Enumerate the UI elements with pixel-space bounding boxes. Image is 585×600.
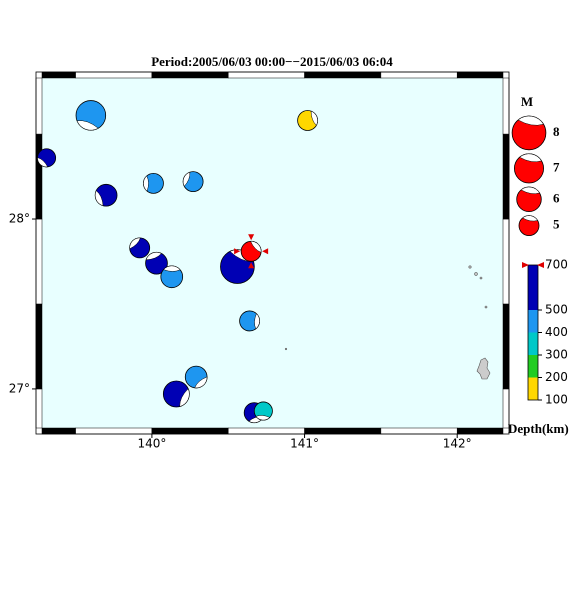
frame-segment [304, 71, 382, 79]
beachball [184, 365, 208, 389]
map: 140° 141° 142° 27° 28° [9, 71, 510, 451]
beachball-quadrant [254, 313, 260, 330]
beachball-quadrant [522, 215, 538, 222]
sea [42, 78, 503, 428]
depth-label: Depth(km) [508, 421, 569, 436]
beachball-quadrant [76, 120, 99, 131]
frame-segment [75, 427, 153, 435]
x-tick-label: 142° [443, 437, 472, 451]
beachball [160, 265, 184, 289]
beachball [518, 215, 540, 237]
frame-segment [35, 303, 43, 390]
beachball-quadrant [182, 171, 191, 187]
beachball-quadrant [179, 388, 190, 407]
beachball [239, 310, 261, 332]
frame-segment [380, 71, 458, 79]
frame-segment [151, 71, 229, 79]
depth-band [528, 377, 538, 400]
magnitude-legend-label: 5 [553, 217, 560, 232]
title: Period:2005/06/03 00:00−−2015/06/03 06:0… [151, 54, 393, 69]
frame-segment [227, 427, 305, 435]
beachball [514, 153, 545, 184]
depth-scale: 100 200 300 400 500 700 [522, 258, 568, 407]
beachball-quadrant [310, 110, 318, 126]
magnitude-legend: 8 7 6 5 [511, 115, 560, 237]
frame-segment [380, 427, 458, 435]
y-tick-label: 28° [9, 212, 30, 226]
beachball [240, 240, 262, 262]
beachball [145, 251, 168, 275]
beachball-quadrant [517, 115, 544, 126]
depth-band [528, 265, 538, 310]
frame [35, 71, 510, 435]
depth-tick-label: 300 [545, 348, 568, 362]
magnitude-legend-label: 8 [553, 124, 560, 139]
frame-segment [502, 303, 510, 390]
beachball-quadrant [163, 265, 181, 272]
islands [284, 265, 491, 380]
magnitude-legend-title: M [521, 94, 533, 109]
depth-tick-label: 200 [545, 370, 568, 384]
depth-tick-label: 500 [545, 303, 568, 317]
depth-marker [522, 262, 544, 268]
magnitude-legend-label: 6 [553, 190, 560, 205]
frame-segment [75, 71, 153, 79]
frame-segment [35, 133, 43, 220]
depth-tick-label: 700 [545, 258, 568, 272]
beachball [37, 148, 57, 168]
frame-segment [35, 77, 43, 135]
frame-segment [41, 71, 76, 79]
depth-band [528, 310, 538, 333]
y-tick-label: 27° [9, 381, 30, 395]
beachball-quadrant [129, 237, 141, 250]
beachball [162, 380, 190, 408]
frame-segment [227, 71, 305, 79]
beachball [94, 183, 118, 207]
depth-tick-label: 400 [545, 325, 568, 339]
frame-segment [35, 388, 43, 429]
frame-segment [502, 77, 510, 135]
beachball-quadrant [145, 252, 162, 261]
beachball [253, 401, 273, 421]
frame-segment [41, 427, 76, 435]
frame-segment [502, 133, 510, 220]
frame-segment [456, 71, 504, 79]
beachball [143, 172, 164, 194]
beachball-quadrant [94, 190, 104, 207]
frame-segment [151, 427, 229, 435]
frame-segment [304, 427, 382, 435]
beachball [182, 171, 204, 193]
frame-segment [456, 427, 504, 435]
beachball-quadrant [37, 157, 49, 168]
beachball [511, 115, 547, 151]
x-tick-label: 141° [290, 437, 319, 451]
frame-segment [35, 218, 43, 305]
beachball-quadrant [194, 376, 208, 389]
frame-segment [502, 218, 510, 305]
beachball-quadrant [250, 241, 262, 253]
beachball [75, 100, 107, 131]
depth-band [528, 332, 538, 355]
beachball-quadrant [520, 186, 540, 194]
x-tick-label: 140° [137, 437, 166, 451]
beachball [129, 237, 151, 259]
magnitude-legend-label: 7 [553, 159, 560, 174]
beachball-quadrant [255, 415, 271, 421]
depth-tick-label: 100 [545, 393, 568, 407]
beachball [516, 186, 542, 213]
beachball-quadrant [519, 153, 542, 163]
beachball [297, 110, 319, 131]
depth-band [528, 355, 538, 378]
beachball-quadrant [143, 175, 149, 192]
